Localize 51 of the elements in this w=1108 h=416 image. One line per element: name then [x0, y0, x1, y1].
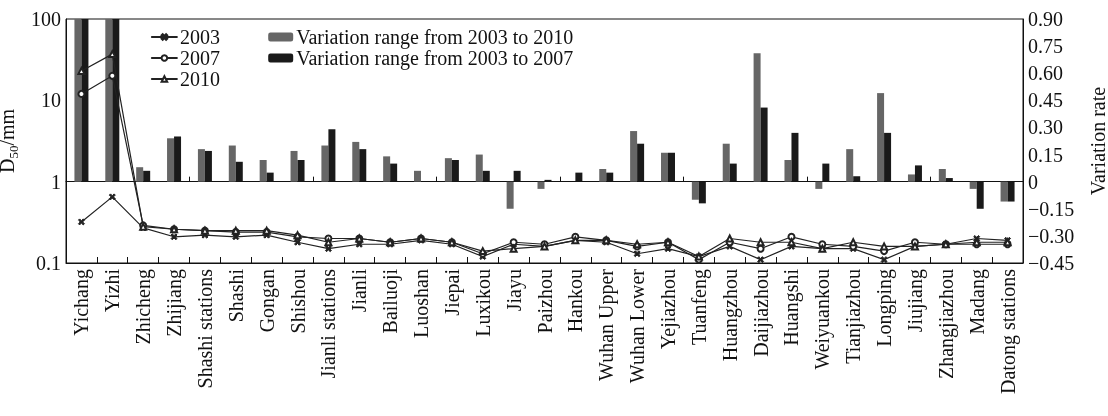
y2-tick-label: −0.15: [1028, 197, 1075, 220]
legend-label: 2010: [179, 68, 220, 90]
x-tick-label: Longping: [873, 269, 897, 347]
y-axis-title: D50/mm: [0, 108, 22, 174]
x-tick-label: Tuanfeng: [687, 269, 711, 345]
x-tick-label: Jianli stations: [317, 268, 340, 379]
x-tick-label: Wuhan Upper: [595, 268, 619, 381]
x-tick-label: Daijiazhou: [749, 269, 773, 357]
y2-tick-label: 0.75: [1028, 35, 1063, 58]
x-tick-label: Yejiazhou: [656, 269, 680, 350]
x-tick-label: Paizhou: [533, 269, 556, 334]
x-tick-label: Luxikou: [471, 269, 494, 337]
x-tick-label: Huangzhou: [718, 269, 742, 362]
x-tick-label: Weiyuankou: [811, 269, 835, 370]
y2-tick-label: 0.15: [1028, 143, 1063, 166]
x-tick-label: Luoshan: [410, 269, 433, 338]
x-tick-label: Shishou: [286, 269, 309, 334]
x-tick-label: Jiepai: [440, 268, 464, 316]
x-tick-label: Jiayu: [502, 269, 526, 312]
x-tick-label: Yizhi: [101, 268, 124, 313]
x-tick-label: Jianli: [348, 268, 371, 313]
y2-tick-label: 0.60: [1028, 62, 1063, 85]
y-tick-label: 1: [51, 170, 61, 193]
y-tick-label: 10: [41, 89, 61, 112]
x-tick-label: Yichang: [70, 269, 94, 336]
y2-tick-label: 0.30: [1028, 116, 1063, 139]
x-tick-label: Zhicheng: [132, 269, 156, 345]
x-tick-label: Zhangjiazhou: [934, 269, 958, 379]
x-tick-label: Jiujiang: [903, 269, 927, 333]
legend-label: Variation range from 2003 to 2010: [296, 26, 574, 49]
y2-tick-label: −0.30: [1028, 224, 1075, 247]
x-tick-label: Zhijiang: [163, 269, 187, 337]
x-tick-label: Hankou: [564, 269, 587, 333]
x-tick-label: Gongan: [255, 269, 279, 333]
y2-tick-label: −0.45: [1028, 252, 1075, 274]
legend-label: 2003: [179, 26, 220, 48]
x-tick-label: Madang: [965, 269, 989, 335]
x-tick-label: Shashi stations: [193, 268, 216, 389]
x-tick-label: Wuhan Lower: [626, 268, 649, 384]
y-tick-label: 100: [31, 8, 61, 30]
y2-tick-label: 0: [1028, 170, 1038, 193]
x-tick-label: Tianjiazhou: [842, 269, 866, 364]
legend-label: 2007: [179, 47, 220, 69]
x-tick-label: Datong stations: [996, 268, 1020, 394]
y2-tick-label: 0.45: [1028, 89, 1063, 112]
y2-axis-title: Variation rate: [1087, 86, 1108, 196]
y-tick-label: 0.1: [36, 252, 61, 274]
x-tick-label: Shashi: [224, 268, 247, 323]
y2-tick-label: 0.90: [1028, 8, 1063, 30]
x-tick-label: Bailuoji: [379, 268, 403, 334]
x-tick-label: Huangshi: [780, 268, 804, 346]
